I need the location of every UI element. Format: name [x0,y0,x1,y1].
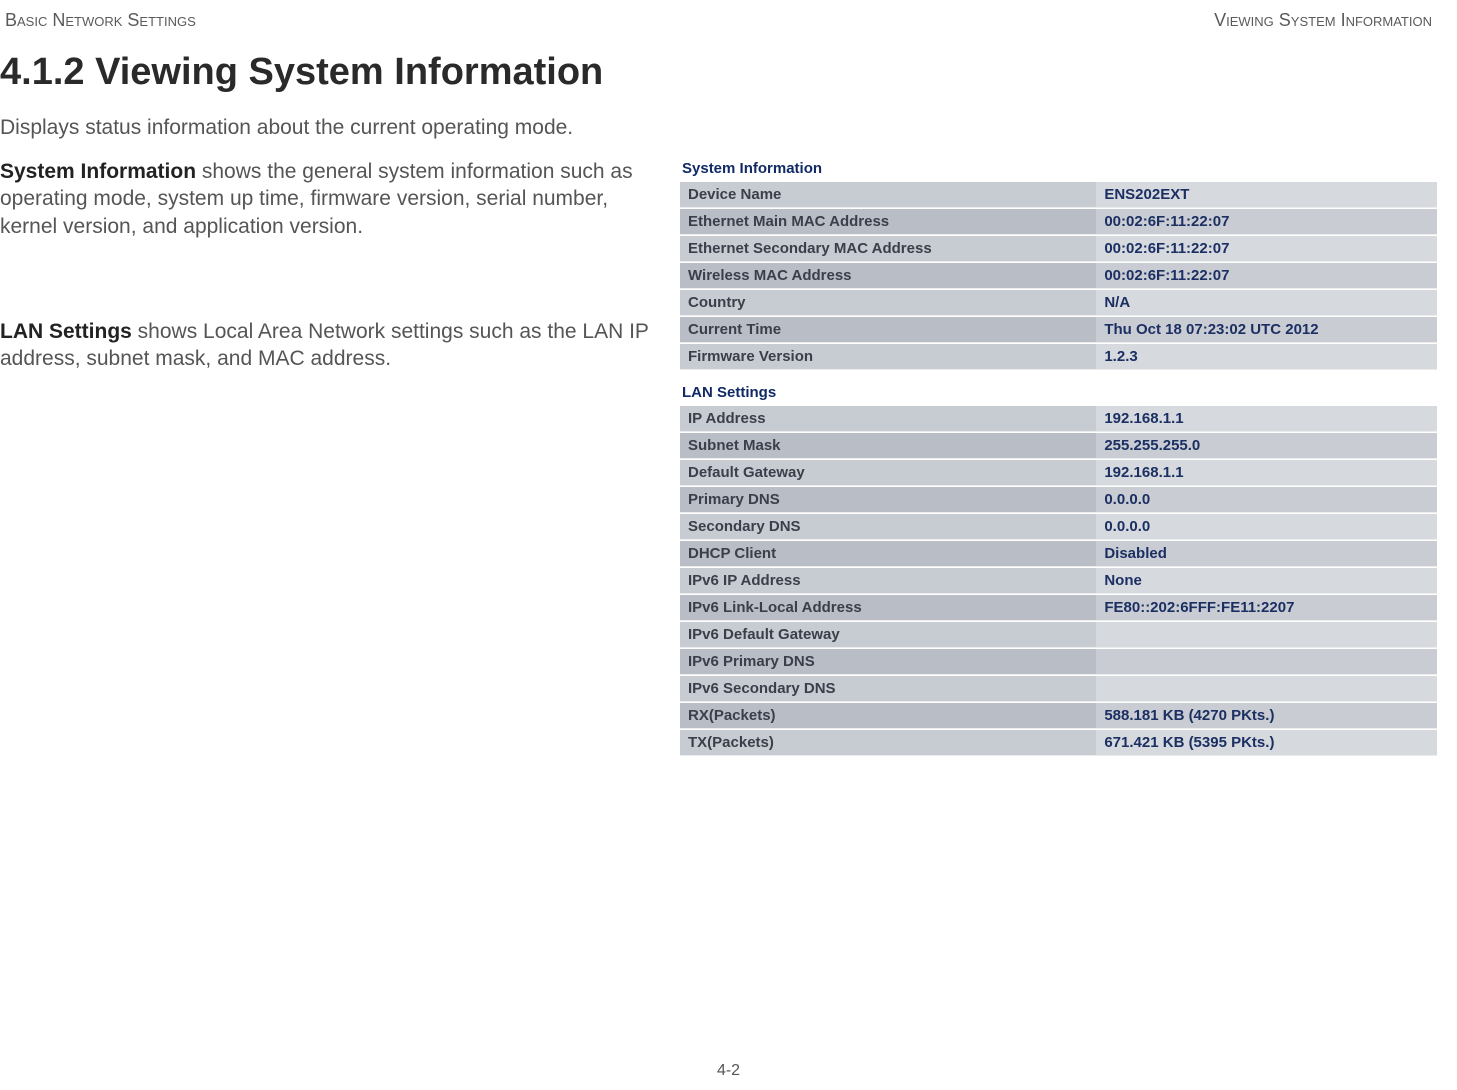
table-cell-value: ENS202EXT [1096,181,1437,208]
table-row: IP Address192.168.1.1 [680,405,1437,432]
table-cell-key: IPv6 IP Address [680,567,1096,594]
table-cell-key: IPv6 Default Gateway [680,621,1096,648]
table-row: Ethernet Secondary MAC Address00:02:6F:1… [680,235,1437,262]
table-row: IPv6 Default Gateway [680,621,1437,648]
table-row: IPv6 Secondary DNS [680,675,1437,702]
table-cell-value [1096,621,1437,648]
table-row: RX(Packets)588.181 KB (4270 PKts.) [680,702,1437,729]
sysinfo-desc: System Information shows the general sys… [0,158,660,372]
lan-desc-bold: LAN Settings [0,320,132,343]
lan-panel-title: LAN Settings [682,384,1437,401]
table-cell-value: None [1096,567,1437,594]
sysinfo-panel-title: System Information [682,160,1437,177]
header-right: Viewing System Information [1214,10,1432,31]
table-cell-key: Wireless MAC Address [680,262,1096,289]
table-cell-value: 00:02:6F:11:22:07 [1096,262,1437,289]
sysinfo-desc-bold: System Information [0,160,196,183]
intro-text: Displays status information about the cu… [0,116,1437,140]
table-cell-value: 192.168.1.1 [1096,405,1437,432]
table-cell-key: RX(Packets) [680,702,1096,729]
header-left: Basic Network Settings [5,10,196,31]
table-cell-value: 671.421 KB (5395 PKts.) [1096,729,1437,756]
table-cell-key: Firmware Version [680,343,1096,370]
table-cell-key: Current Time [680,316,1096,343]
table-cell-key: DHCP Client [680,540,1096,567]
sysinfo-panel: System Information Device NameENS202EXTE… [680,160,1437,370]
table-cell-value: N/A [1096,289,1437,316]
table-cell-key: Default Gateway [680,459,1096,486]
table-row: Ethernet Main MAC Address00:02:6F:11:22:… [680,208,1437,235]
page-header: Basic Network Settings Viewing System In… [0,10,1437,31]
table-row: Device NameENS202EXT [680,181,1437,208]
table-cell-value: 0.0.0.0 [1096,486,1437,513]
table-cell-value: 1.2.3 [1096,343,1437,370]
table-row: Firmware Version1.2.3 [680,343,1437,370]
table-row: Wireless MAC Address00:02:6F:11:22:07 [680,262,1437,289]
table-cell-value: 00:02:6F:11:22:07 [1096,208,1437,235]
table-cell-value [1096,675,1437,702]
table-cell-key: Secondary DNS [680,513,1096,540]
section-title: 4.1.2 Viewing System Information [0,51,1437,94]
table-cell-key: Country [680,289,1096,316]
table-cell-key: IPv6 Secondary DNS [680,675,1096,702]
sysinfo-row: System Information shows the general sys… [0,158,1437,756]
table-cell-value: 00:02:6F:11:22:07 [1096,235,1437,262]
sysinfo-table: Device NameENS202EXTEthernet Main MAC Ad… [680,181,1437,370]
table-row: Secondary DNS0.0.0.0 [680,513,1437,540]
table-row: Default Gateway192.168.1.1 [680,459,1437,486]
table-row: Subnet Mask255.255.255.0 [680,432,1437,459]
table-cell-value: 588.181 KB (4270 PKts.) [1096,702,1437,729]
table-cell-key: IPv6 Link-Local Address [680,594,1096,621]
lan-panel: LAN Settings IP Address192.168.1.1Subnet… [680,384,1437,756]
table-cell-key: Subnet Mask [680,432,1096,459]
table-cell-value: Disabled [1096,540,1437,567]
table-row: TX(Packets)671.421 KB (5395 PKts.) [680,729,1437,756]
table-cell-value: 192.168.1.1 [1096,459,1437,486]
table-cell-key: Primary DNS [680,486,1096,513]
table-cell-key: Ethernet Main MAC Address [680,208,1096,235]
table-cell-key: Ethernet Secondary MAC Address [680,235,1096,262]
table-cell-key: Device Name [680,181,1096,208]
table-row: IPv6 Link-Local AddressFE80::202:6FFF:FE… [680,594,1437,621]
table-row: Primary DNS0.0.0.0 [680,486,1437,513]
table-cell-key: IP Address [680,405,1096,432]
table-cell-value: Thu Oct 18 07:23:02 UTC 2012 [1096,316,1437,343]
table-cell-value: 255.255.255.0 [1096,432,1437,459]
lan-table: IP Address192.168.1.1Subnet Mask255.255.… [680,405,1437,756]
screenshot-col: System Information Device NameENS202EXTE… [680,158,1437,756]
table-cell-value: FE80::202:6FFF:FE11:2207 [1096,594,1437,621]
table-cell-key: TX(Packets) [680,729,1096,756]
page-footer: 4-2 [0,1062,1457,1080]
table-cell-value: 0.0.0.0 [1096,513,1437,540]
table-row: IPv6 IP AddressNone [680,567,1437,594]
table-row: Current TimeThu Oct 18 07:23:02 UTC 2012 [680,316,1437,343]
table-row: DHCP ClientDisabled [680,540,1437,567]
table-cell-value [1096,648,1437,675]
table-cell-key: IPv6 Primary DNS [680,648,1096,675]
table-row: IPv6 Primary DNS [680,648,1437,675]
lan-desc: LAN Settings shows Local Area Network se… [0,318,660,373]
table-row: CountryN/A [680,289,1437,316]
